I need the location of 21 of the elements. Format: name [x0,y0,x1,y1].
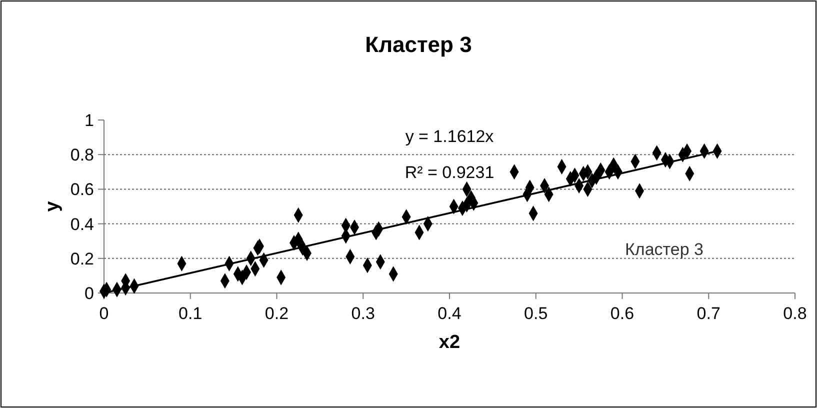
x-tick-label: 0.6 [610,304,634,323]
annotation: R² = 0.9231 [404,163,494,182]
x-tick-label: 0.3 [351,304,375,323]
x-tick-label: 0.2 [264,304,289,323]
y-tick-label: 0 [84,284,94,303]
chart-title: Кластер 3 [365,32,472,57]
x-axis-title: x2 [438,332,460,353]
y-tick-label: 0.2 [70,249,94,268]
y-tick-label: 1 [84,110,94,130]
x-tick-label: 0.8 [783,304,807,323]
x-tick-label: 0 [99,304,109,323]
x-tick-label: 0.1 [178,304,202,323]
x-tick-label: 0.7 [696,304,720,323]
y-tick-label: 0.6 [70,180,94,200]
x-tick-label: 0.4 [438,304,462,323]
y-tick-label: 0.4 [70,214,94,234]
annotation: y = 1.1612x [405,127,494,146]
y-axis-title: y [42,200,63,212]
x-tick-label: 0.5 [524,304,548,323]
y-tick-label: 0.8 [70,146,94,165]
annotation: Кластер 3 [625,240,704,259]
